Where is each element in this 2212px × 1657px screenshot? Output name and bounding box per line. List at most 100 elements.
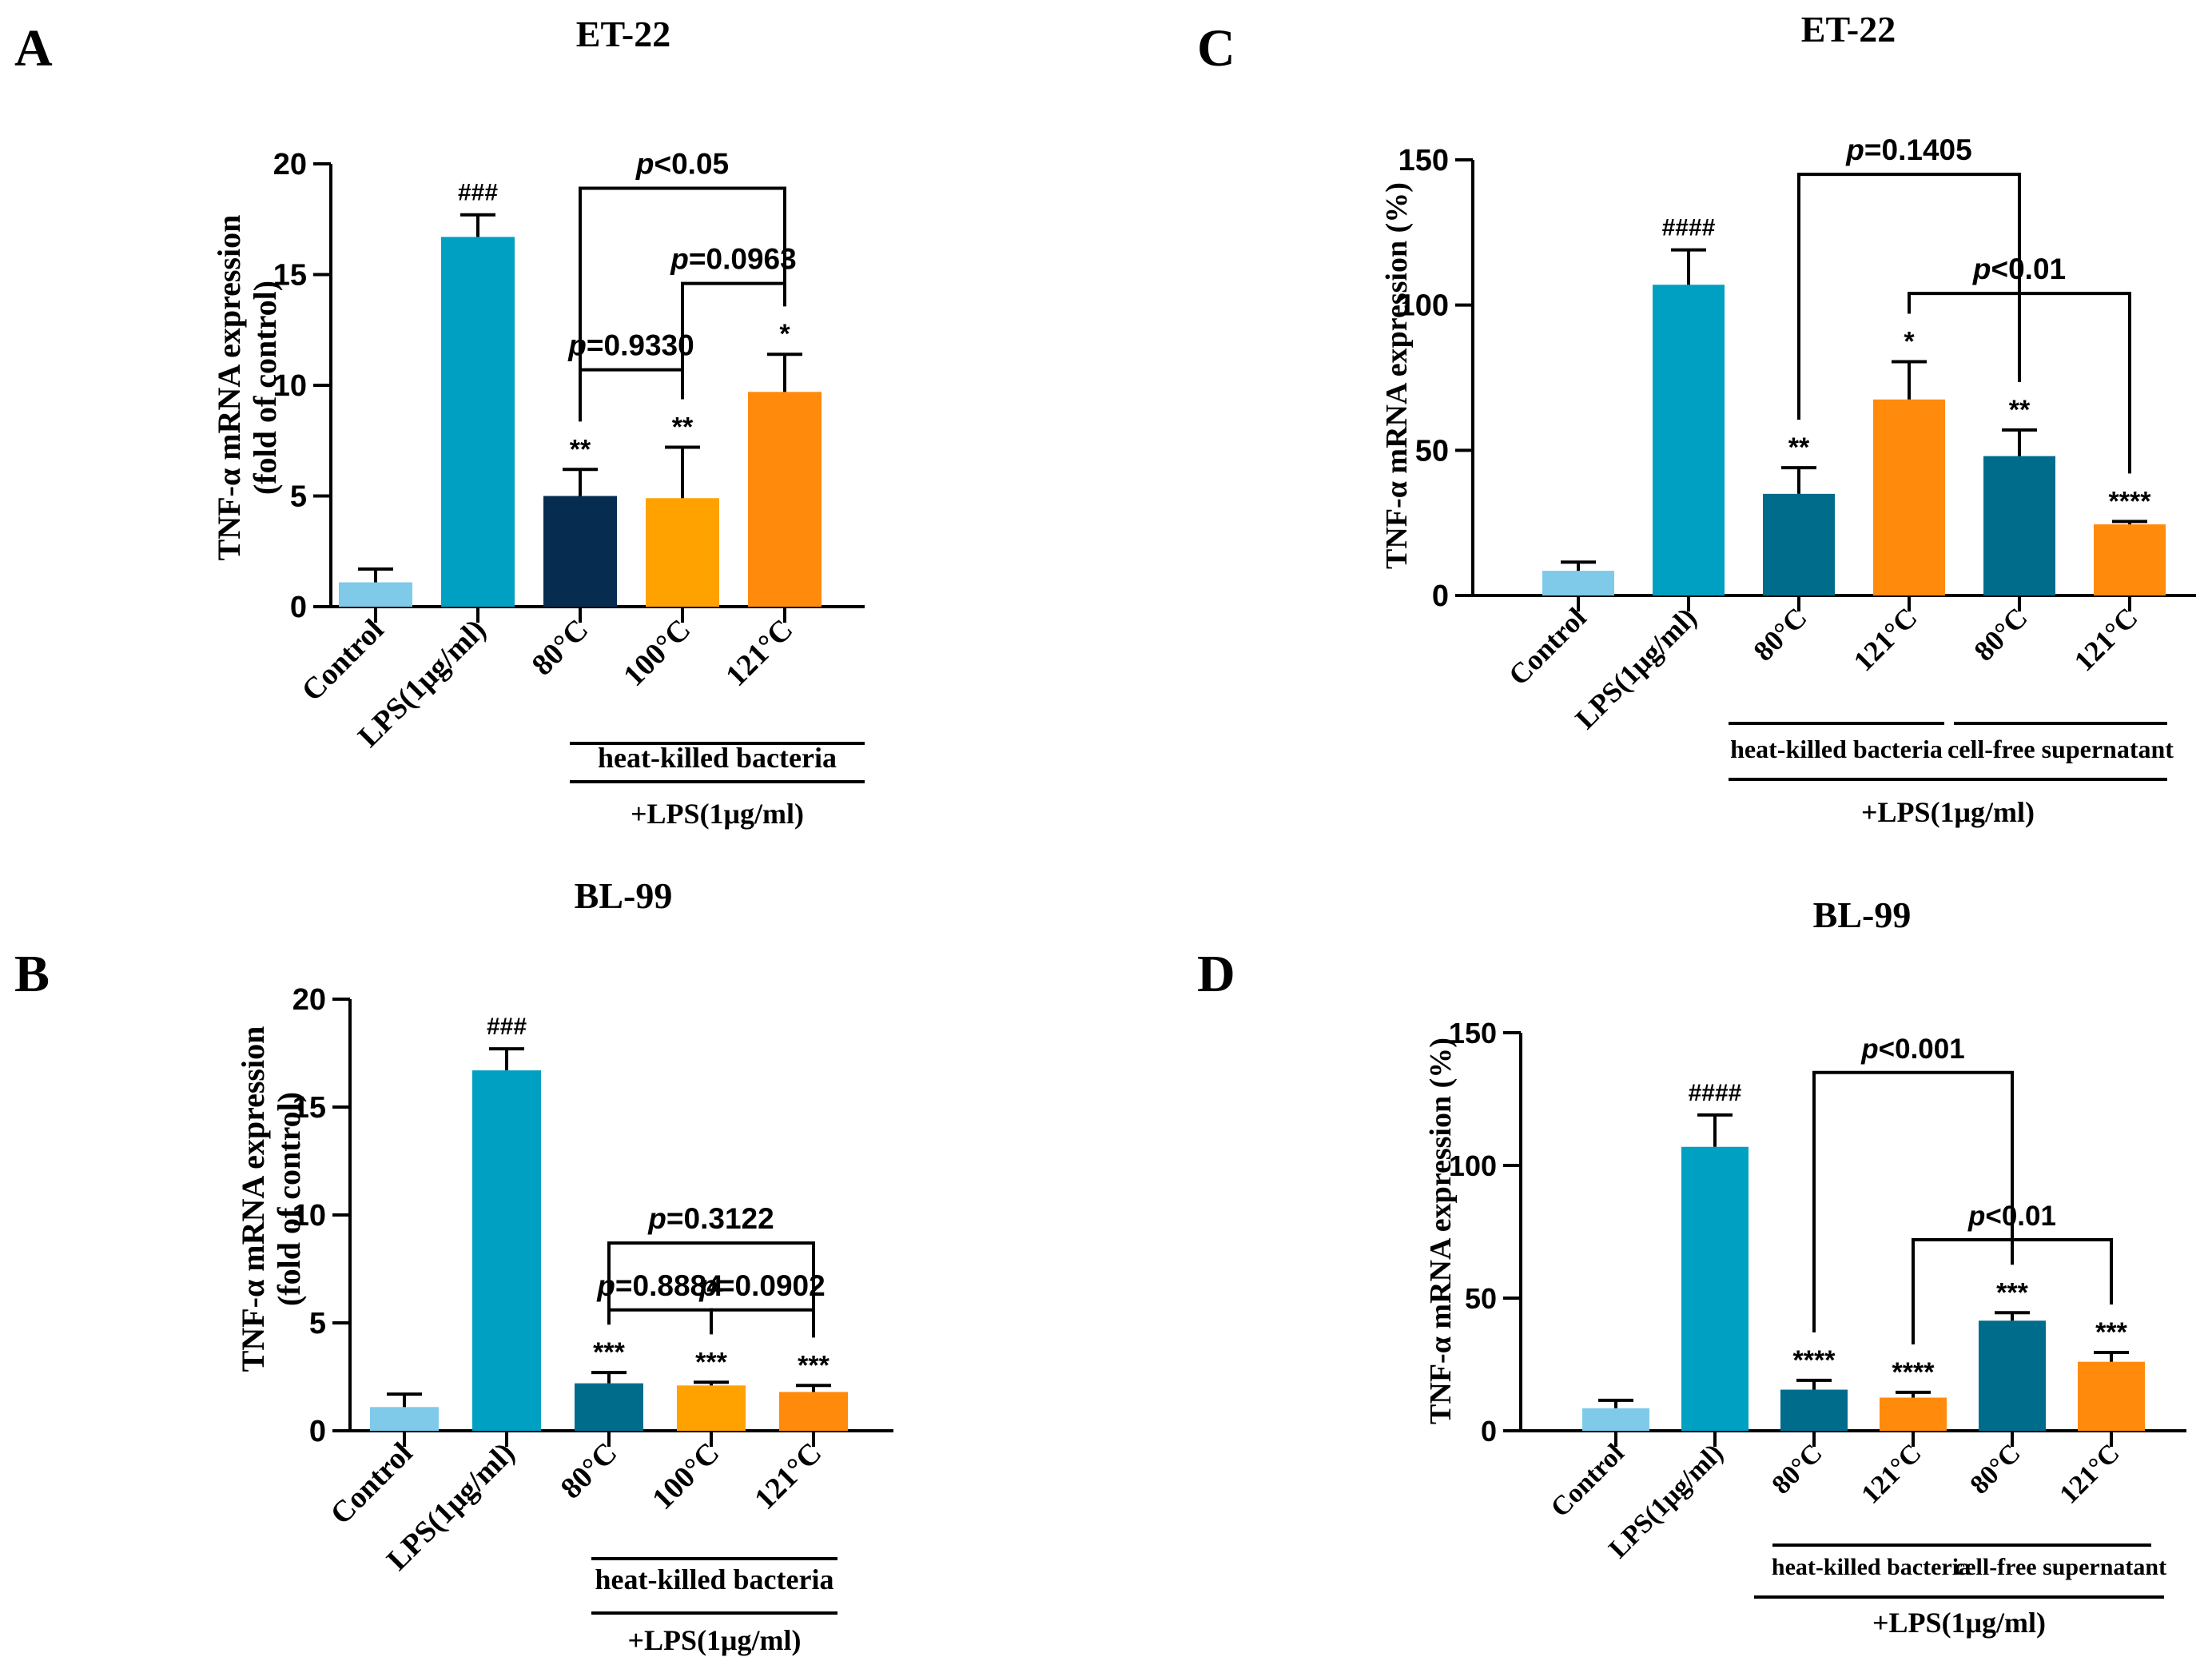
- p-value-text: =0.9330: [587, 329, 694, 362]
- panel-letter: D: [1197, 945, 1235, 1003]
- category-label-2: 80°C: [1747, 601, 1812, 667]
- comparison-bracket-1: [681, 281, 786, 400]
- panel-letter: C: [1197, 19, 1235, 78]
- panel-letter: B: [14, 945, 50, 1003]
- y-tick-label: 100: [1449, 1149, 1497, 1182]
- chart-title: ET-22: [576, 14, 670, 54]
- category-label-3: 100°C: [646, 1436, 726, 1516]
- p-value-text: <0.01: [1985, 1201, 2056, 1232]
- p-value-italic: p: [670, 243, 689, 276]
- y-axis-label: TNF-α mRNA expression: [235, 1026, 271, 1372]
- bar-1: [1653, 285, 1725, 595]
- y-axis-label-line2: (fold of control): [247, 281, 283, 495]
- y-axis-label-line2: (fold of control): [271, 1092, 307, 1306]
- y-tick-label: 20: [292, 983, 326, 1017]
- significance-label-4: **: [2009, 395, 2031, 425]
- y-tick-label: 5: [290, 480, 307, 514]
- significance-label-1: ###: [458, 180, 498, 206]
- p-value-label-0: p=0.1405: [1845, 133, 1971, 166]
- p-value-italic: p: [596, 1269, 615, 1302]
- category-label-3: 121°C: [1856, 1438, 1927, 1509]
- significance-label-2: **: [570, 434, 591, 464]
- y-tick-label: 15: [292, 1091, 326, 1125]
- bar-2: [543, 496, 617, 607]
- p-value-label-1: p<0.01: [1967, 1201, 2056, 1232]
- significance-label-2: ****: [1793, 1345, 1836, 1376]
- bar-0: [339, 582, 412, 607]
- panel-a: A ET-22 TNF-α mRNA expression (fold of cont…: [14, 14, 865, 830]
- category-label-0: Control: [1546, 1438, 1630, 1523]
- p-value-label-2: p=0.0902: [698, 1269, 825, 1302]
- p-value-italic: p: [1967, 1201, 1985, 1232]
- chart-title: BL-99: [1813, 894, 1912, 935]
- significance-label-5: ***: [2095, 1317, 2127, 1348]
- p-value-text: <0.001: [1879, 1034, 1965, 1065]
- significance-label-3: *: [1904, 327, 1915, 357]
- comparison-bracket-0: [607, 1241, 815, 1338]
- category-label-2: 80°C: [555, 1436, 624, 1506]
- comparison-bracket-0: [579, 186, 786, 422]
- y-tick-label: 0: [290, 591, 307, 624]
- significance-label-4: *: [779, 319, 790, 349]
- bar-1: [472, 1070, 541, 1431]
- y-tick-label: 0: [309, 1415, 326, 1448]
- bar-2: [1780, 1389, 1848, 1431]
- category-label-2: 80°C: [1766, 1438, 1828, 1500]
- p-value-text: <0.01: [1991, 253, 2066, 285]
- bar-5: [2078, 1361, 2145, 1431]
- p-value-italic: p: [1845, 133, 1864, 166]
- category-label-4: 121°C: [719, 613, 799, 693]
- bar-3: [1880, 1397, 1947, 1431]
- category-label-3: 121°C: [1848, 601, 1924, 677]
- p-value-text: =0.3122: [666, 1202, 774, 1235]
- lps-label: +LPS(1μg/ml): [628, 1624, 802, 1656]
- y-axis-label: TNF-α mRNA expression (%): [1424, 1038, 1458, 1424]
- y-tick-label: 50: [1465, 1282, 1497, 1315]
- panel-c: C ET-22 TNF-α mRNA expression (%) 0 50 100 150…: [1197, 9, 2196, 828]
- bar-5: [2094, 524, 2166, 595]
- category-label-0: Control: [296, 613, 391, 708]
- chart-title: BL-99: [575, 875, 673, 916]
- bar-0: [370, 1407, 439, 1431]
- category-label-5: 121°C: [2068, 601, 2144, 677]
- p-value-italic: p: [567, 329, 587, 362]
- bar-3: [1873, 399, 1945, 595]
- category-label-0: Control: [324, 1436, 420, 1532]
- p-value-text: =0.0902: [718, 1269, 826, 1302]
- y-tick-label: 0: [1432, 580, 1449, 613]
- p-value-italic: p: [1972, 253, 1991, 285]
- significance-label-3: **: [672, 412, 694, 443]
- lps-label: +LPS(1μg/ml): [1872, 1607, 2046, 1639]
- comparison-bracket-0: [1812, 1070, 2014, 1332]
- significance-label-1: ####: [1662, 215, 1716, 241]
- p-value-text: =0.1405: [1864, 133, 1972, 166]
- p-value-label-1: p=0.0963: [670, 243, 796, 276]
- significance-label-3: ****: [1892, 1357, 1936, 1388]
- p-value-text: <0.05: [654, 147, 729, 180]
- category-label-0: Control: [1502, 601, 1593, 691]
- panel-d: D BL-99 TNF-α mRNA expression (%) 0 50 100 150…: [1197, 894, 2186, 1639]
- lps-label: +LPS(1μg/ml): [1861, 796, 2035, 828]
- bar-0: [1542, 571, 1614, 595]
- p-value-text: =0.0963: [689, 243, 797, 276]
- p-value-text: =0.8884: [615, 1269, 723, 1302]
- panel-b: B BL-99 TNF-α mRNA expression (fold of cont…: [14, 875, 893, 1656]
- y-tick-label: 150: [1449, 1017, 1497, 1050]
- significance-label-5: ****: [2109, 486, 2152, 516]
- bar-4: [1983, 456, 2055, 595]
- y-tick-label: 10: [292, 1199, 326, 1233]
- y-tick-label: 100: [1398, 289, 1449, 323]
- p-value-label-2: p=0.9330: [567, 329, 694, 362]
- bar-0: [1582, 1408, 1649, 1431]
- comparison-bracket-1: [1912, 1237, 2113, 1344]
- p-value-label-1: p=0.8884: [596, 1269, 723, 1302]
- category-label-4: 121°C: [748, 1436, 828, 1516]
- bar-2: [1763, 493, 1835, 595]
- y-tick-label: 5: [309, 1307, 326, 1340]
- p-value-label-0: p<0.05: [635, 147, 729, 180]
- significance-label-2: **: [1788, 432, 1810, 463]
- group-label-0: heat-killed bacteria: [598, 742, 837, 774]
- p-value-italic: p: [1860, 1034, 1878, 1065]
- category-label-4: 80°C: [1964, 1438, 2026, 1500]
